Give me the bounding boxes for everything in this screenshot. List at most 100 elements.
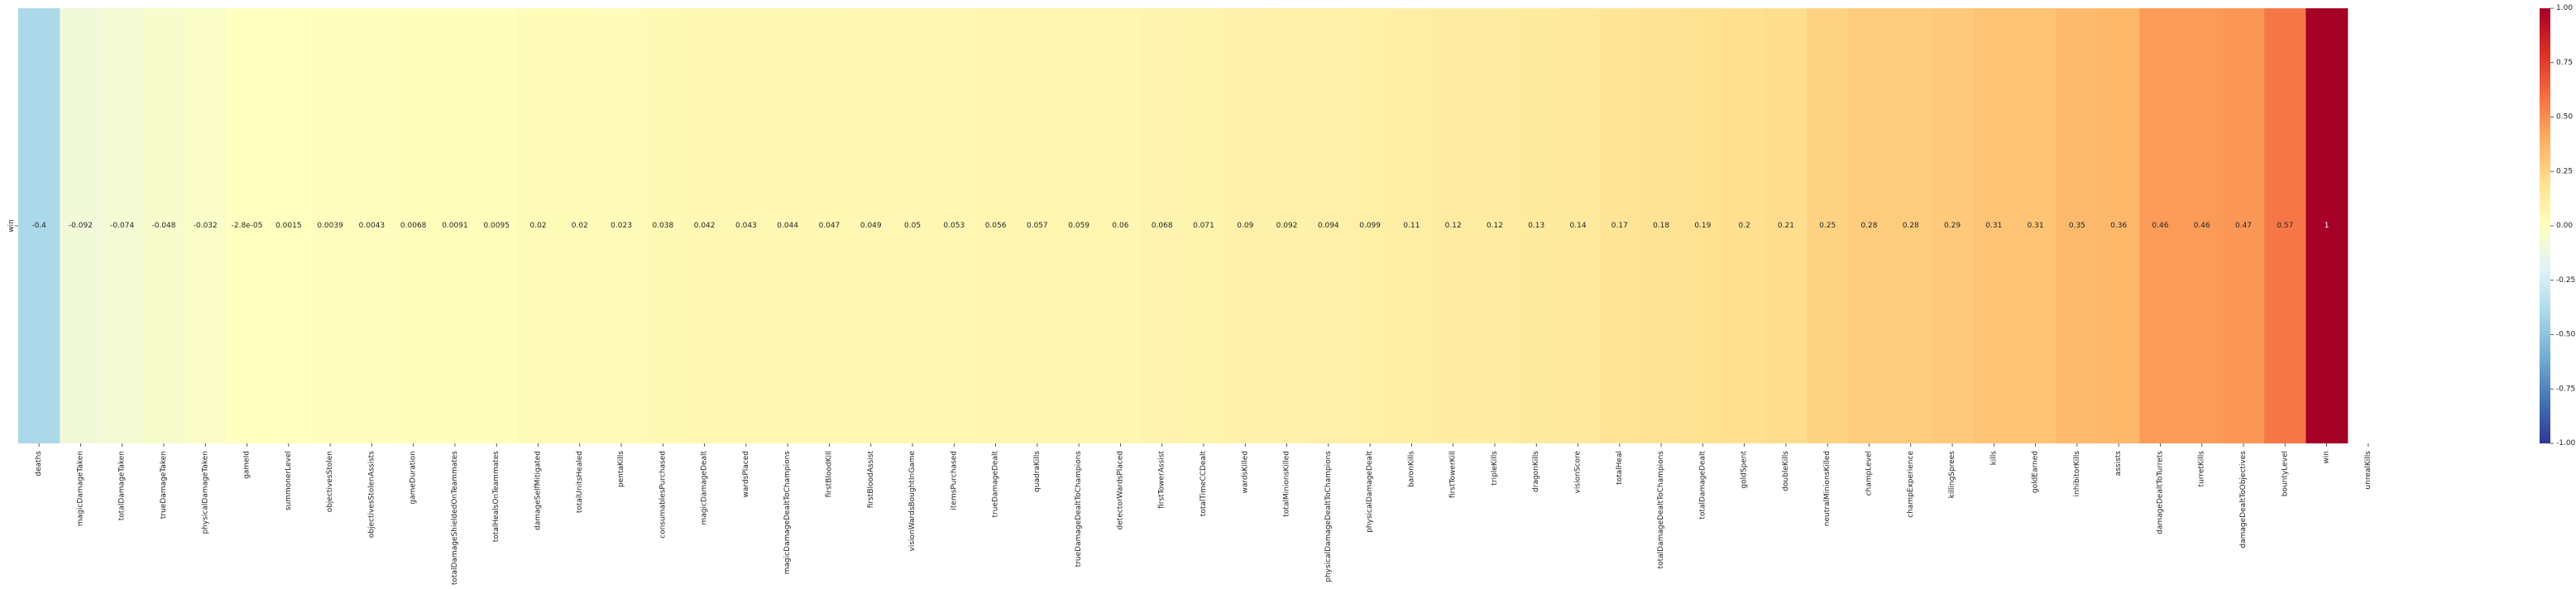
x-tick-label: physicalDamageDealtToChampions	[1324, 451, 1333, 582]
heatmap-cell	[1016, 8, 1059, 443]
x-tick-label: totalUnitsHealed	[576, 451, 584, 513]
colorbar-gradient	[2540, 8, 2550, 443]
cell-value-label: 0.21	[1778, 222, 1794, 230]
x-tick-label: unrealKills	[2364, 451, 2373, 490]
colorbar-tick-label: -0.75	[2556, 385, 2575, 393]
x-tick-label: doubleKills	[1782, 451, 1790, 491]
x-tick-label: consumablesPurchased	[658, 451, 667, 539]
cell-value-label: 0.038	[652, 222, 673, 230]
x-tick-label: gameId	[243, 451, 251, 479]
colorbar-tick-label: 0.50	[2556, 113, 2573, 122]
heatmap-cell	[933, 8, 976, 443]
heatmap-cell	[558, 8, 601, 443]
heatmap-annotations: -0.4 -0.092 -0.074 -0.048 -0.032 -2.8e-05 0.00…	[31, 222, 2329, 230]
cell-value-label: 0.25	[1819, 222, 1836, 230]
cell-value-label: 0.28	[1903, 222, 1919, 230]
heatmap-cell	[2222, 8, 2265, 443]
heatmap-cell	[767, 8, 809, 443]
cell-value-label: -2.8e-05	[232, 222, 263, 230]
x-tick-label: firstTowerAssist	[1158, 451, 1166, 509]
cell-value-label: 0.056	[985, 222, 1007, 230]
cell-value-label: 0.0015	[275, 222, 302, 230]
heatmap-cell	[2264, 8, 2307, 443]
heatmap-cell	[60, 8, 103, 443]
cell-value-label: 0.19	[1694, 222, 1711, 230]
x-tick-label: inhibitorKills	[2073, 451, 2081, 497]
x-tick-label: totalTimeCCDealt	[1199, 451, 1208, 517]
x-tick-label: firstBloodAssist	[867, 451, 875, 509]
x-tick-label: damageDealtToObjectives	[2239, 451, 2248, 548]
x-tick-label: totalHealsOnTeammates	[492, 451, 500, 543]
heatmap-cell	[142, 8, 185, 443]
x-tick-label: magicDamageTaken	[76, 451, 84, 526]
cell-value-label: 0.068	[1152, 222, 1173, 230]
heatmap-cell	[1848, 8, 1891, 443]
cell-value-label: 0.0068	[400, 222, 427, 230]
cell-value-label: 0.31	[1985, 222, 2002, 230]
heatmap-cell	[850, 8, 893, 443]
cell-value-label: 0.06	[1112, 222, 1128, 230]
x-tick-label: champExperience	[1907, 451, 1915, 518]
cell-value-label: 0.09	[1237, 222, 1253, 230]
heatmap-cell	[351, 8, 394, 443]
x-tick-label: dragonKills	[1532, 451, 1540, 492]
x-tick-label: physicalDamageDealt	[1366, 451, 1374, 533]
cell-value-label: 0.02	[572, 222, 588, 230]
x-tick-label: wardsPlaced	[742, 451, 750, 497]
heatmap-cell	[2056, 8, 2099, 443]
heatmap-cell	[1723, 8, 1766, 443]
x-tick-label: objectivesStolen	[326, 451, 334, 512]
x-tick-label: goldEarned	[2032, 451, 2040, 493]
heatmap-cell	[1307, 8, 1350, 443]
x-tick-label: trueDamageTaken	[160, 451, 168, 519]
x-tick-labels: deaths magicDamageTaken totalDamageTaken tr…	[35, 443, 2373, 585]
heatmap-cell	[1266, 8, 1309, 443]
heatmap-cell	[1224, 8, 1267, 443]
colorbar-tick-label: 0.25	[2556, 167, 2573, 175]
x-tick-label: tripleKills	[1491, 451, 1499, 486]
heatmap-cell	[2098, 8, 2140, 443]
cell-value-label: 0.053	[943, 222, 965, 230]
heatmap-cell	[1598, 8, 1641, 443]
heatmap-cell	[226, 8, 269, 443]
heatmap-cell	[1141, 8, 1184, 443]
heatmap-cell	[1099, 8, 1142, 443]
x-tick-label: killingSprees	[1948, 451, 1956, 499]
x-tick-label: pentaKills	[617, 451, 625, 487]
cell-value-label: 0.092	[1276, 222, 1298, 230]
cell-value-label: 0.2	[1738, 222, 1750, 230]
heatmap-cell	[1391, 8, 1434, 443]
x-tick-label: visionWardsBoughtInGame	[908, 451, 917, 552]
x-tick-label: wardsKilled	[1241, 451, 1249, 493]
colorbar-tick-label: 1.00	[2556, 4, 2573, 12]
cell-value-label: 0.12	[1445, 222, 1462, 230]
x-tick-label: quadraKills	[1033, 451, 1041, 492]
cell-value-label: 0.28	[1860, 222, 1877, 230]
cell-value-label: 0.044	[777, 222, 798, 230]
heatmap-cell	[184, 8, 227, 443]
cell-value-label: 0.023	[610, 222, 632, 230]
cell-value-label: 0.47	[2235, 222, 2252, 230]
x-tick-label: win	[2323, 451, 2331, 464]
heatmap-cell	[1515, 8, 1558, 443]
cell-value-label: 0.12	[1487, 222, 1503, 230]
y-tick-label: win	[7, 219, 16, 232]
heatmap-cell	[267, 8, 310, 443]
cell-value-label: 0.057	[1027, 222, 1048, 230]
heatmap-cell	[2139, 8, 2182, 443]
heatmap-cell	[1557, 8, 1600, 443]
cell-value-label: 0.31	[2028, 222, 2044, 230]
heatmap-cell	[1889, 8, 1932, 443]
x-tick-label: totalHeal	[1616, 451, 1624, 485]
cell-value-label: -0.092	[69, 222, 93, 230]
cell-value-label: 0.18	[1653, 222, 1669, 230]
x-tick-label: magicDamageDealt	[701, 451, 709, 525]
cell-value-label: 0.0043	[359, 222, 385, 230]
cell-value-label: 0.059	[1068, 222, 1089, 230]
cell-value-label: 0.043	[735, 222, 757, 230]
x-tick-label: goldSpent	[1740, 451, 1749, 489]
x-tick-label: kills	[1989, 451, 1998, 466]
heatmap-cell	[101, 8, 144, 443]
cell-value-label: -0.032	[194, 222, 218, 230]
